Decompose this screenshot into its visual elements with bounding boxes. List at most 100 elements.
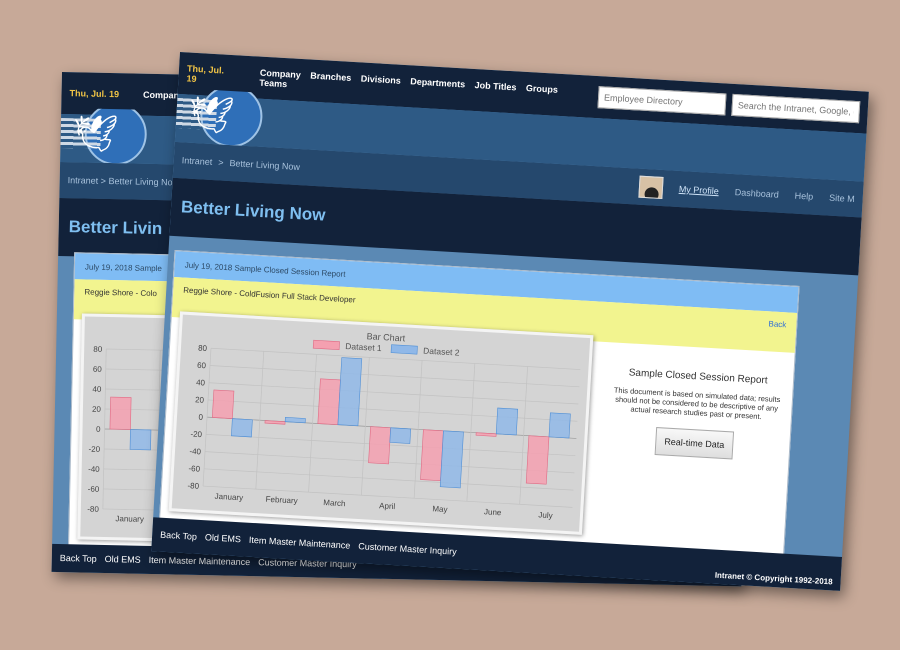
y-tick-label: 20 [195, 395, 205, 405]
grid-line [102, 348, 107, 509]
nav-teams[interactable]: Teams [259, 77, 288, 90]
y-tick-label: 40 [196, 378, 206, 388]
bar-dataset-1 [368, 426, 391, 465]
breadcrumb-separator: > [217, 157, 224, 168]
bar-dataset-1 [109, 396, 132, 430]
chart-title: Bar Chart [366, 331, 406, 343]
footer-back-top[interactable]: Back Top [159, 529, 198, 542]
bar-dataset-1 [264, 420, 286, 425]
report-description: This document is based on simulated data… [613, 385, 781, 422]
nav-groups[interactable]: Groups [525, 82, 559, 95]
y-tick-label: -40 [88, 465, 100, 474]
bar-dataset-1 [475, 432, 497, 437]
grid-line [308, 354, 317, 493]
y-tick-label: -60 [88, 485, 100, 494]
page-title: Better Livin [68, 217, 163, 239]
logo[interactable]: 🕊 [175, 87, 268, 148]
legend-label: Dataset 1 [345, 341, 382, 353]
bar-dataset-2 [439, 430, 464, 489]
logo: 🕊 [60, 107, 151, 164]
nav-branches[interactable]: Branches [310, 70, 352, 83]
copyright: Intranet © Copyright 1992-2018 [714, 570, 833, 586]
grid-line [204, 468, 574, 491]
grid-line [209, 365, 580, 388]
bar-dataset-2 [129, 429, 152, 451]
dashboard-link[interactable]: Dashboard [734, 187, 780, 200]
grid-line [255, 351, 265, 490]
grid-line [203, 485, 573, 508]
x-tick-label: March [323, 498, 346, 508]
y-tick-label: 80 [198, 344, 208, 354]
back-link[interactable]: Back [768, 319, 787, 330]
avatar[interactable] [638, 175, 664, 200]
grid-line [413, 360, 423, 499]
footer-link[interactable]: Back Top [59, 553, 97, 564]
bar-dataset-2 [495, 407, 519, 436]
help-link[interactable]: Help [794, 190, 814, 202]
main-window: Thu, Jul. 19 Company Branches Divisions … [151, 52, 869, 591]
y-tick-label: 0 [198, 413, 204, 422]
bar-chart: Bar Chart Dataset 1 Dataset 2 80 60 40 20 0 -2… [187, 331, 581, 520]
report-summary: Sample Closed Session Report This docume… [605, 366, 788, 462]
grid-line [202, 348, 212, 487]
grid-line [207, 399, 578, 422]
my-profile-link[interactable]: My Profile [678, 183, 720, 197]
footer-link[interactable]: Item Master Maintenance [148, 554, 251, 568]
site-map-link[interactable]: Site M [828, 192, 855, 205]
grid-line [208, 382, 579, 405]
x-tick-label: July [538, 510, 553, 520]
employee-directory-input[interactable] [597, 86, 727, 116]
y-tick-label: -40 [189, 447, 202, 457]
user-menu: My Profile Dashboard Help Site M [638, 175, 855, 210]
legend-swatch [312, 339, 340, 350]
bar-dataset-2 [337, 357, 363, 427]
report-title: Sample Closed Session Report [628, 367, 768, 387]
breadcrumb-home[interactable]: Intranet [181, 155, 213, 168]
dove-icon: 🕊 [72, 112, 119, 155]
y-tick-label: 80 [93, 345, 103, 354]
footer-item-master[interactable]: Item Master Maintenance [248, 534, 351, 551]
report-author: Reggie Shore - ColdFusion Full Stack Dev… [183, 285, 356, 305]
bar-dataset-1 [525, 435, 550, 485]
y-tick-label: -20 [190, 429, 203, 439]
grid-line [519, 366, 528, 505]
report-panel: July 19, 2018 Sample Closed Session Repo… [159, 250, 800, 556]
bar-dataset-2 [548, 412, 571, 439]
y-tick-label: 20 [92, 405, 102, 414]
legend-label: Dataset 2 [423, 346, 460, 358]
legend-swatch [390, 344, 418, 355]
bar-dataset-1 [317, 378, 341, 426]
footer-link[interactable]: Old EMS [104, 554, 141, 565]
y-tick-label: -60 [188, 464, 201, 474]
x-tick-label: January [115, 514, 144, 524]
y-tick-label: -80 [187, 481, 200, 491]
date-label: Thu, Jul. 19 [186, 63, 225, 84]
breadcrumb-current: Better Living Now [229, 158, 301, 173]
y-tick-label: 60 [93, 365, 103, 374]
nav-job-titles[interactable]: Job Titles [474, 80, 517, 93]
grid-line [210, 347, 581, 370]
x-tick-label: June [484, 507, 502, 517]
grid-line [361, 357, 370, 496]
x-tick-label: May [432, 504, 448, 514]
page-title: Better Living Now [180, 197, 326, 225]
y-tick-label: -20 [88, 445, 100, 454]
footer-customer-master[interactable]: Customer Master Inquiry [357, 541, 457, 557]
nav-divisions[interactable]: Divisions [360, 73, 402, 86]
bar-dataset-2 [284, 417, 306, 424]
y-tick-label: 60 [197, 361, 207, 371]
dove-icon: 🕊 [187, 92, 236, 137]
search-input[interactable] [731, 93, 861, 124]
real-time-data-button[interactable]: Real-time Data [654, 427, 735, 460]
x-tick-label: February [265, 495, 297, 506]
grid-line [205, 451, 575, 474]
nav-departments[interactable]: Departments [409, 76, 466, 90]
bar-dataset-1 [211, 389, 235, 419]
grid-line [466, 363, 476, 502]
chart-container: Bar Chart Dataset 1 Dataset 2 80 60 40 20 0 -2… [168, 311, 594, 535]
grid-line [206, 434, 576, 457]
y-tick-label: 40 [92, 385, 102, 394]
footer-old-ems[interactable]: Old EMS [204, 532, 242, 545]
y-tick-label: -80 [87, 505, 99, 514]
bar-dataset-2 [389, 427, 412, 444]
